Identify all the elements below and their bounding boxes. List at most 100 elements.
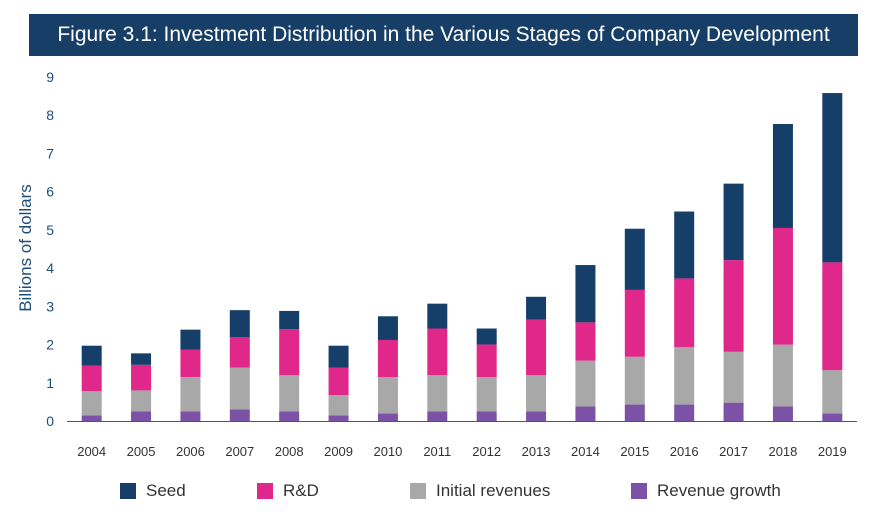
bar-segment-initial-revenues-2013 — [526, 375, 547, 412]
bar-segment-r-d-2006 — [180, 349, 201, 378]
bar-segment-r-d-2009 — [328, 367, 349, 396]
bar-segment-initial-revenues-2018 — [772, 344, 793, 407]
legend-swatch — [257, 483, 273, 499]
bar-segment-initial-revenues-2009 — [328, 395, 349, 416]
bar-segment-r-d-2010 — [377, 339, 398, 378]
y-tick-label: 6 — [46, 184, 54, 200]
x-tick-label: 2004 — [77, 444, 106, 459]
bar-segment-r-d-2012 — [476, 344, 497, 378]
x-tick-label: 2012 — [472, 444, 501, 459]
bar-segment-initial-revenues-2016 — [674, 347, 695, 405]
bar-segment-revenue-growth-2004 — [81, 415, 102, 421]
legend-label: Initial revenues — [436, 481, 551, 500]
y-tick-label: 1 — [46, 375, 54, 391]
x-tick-label: 2007 — [225, 444, 254, 459]
bar-segment-initial-revenues-2011 — [427, 375, 448, 412]
legend-swatch — [410, 483, 426, 499]
bar-segment-r-d-2019 — [822, 262, 843, 371]
y-tick-label: 4 — [46, 260, 54, 276]
bar-segment-revenue-growth-2015 — [624, 404, 645, 421]
bar-segment-revenue-growth-2011 — [427, 411, 448, 421]
bar-segment-r-d-2007 — [229, 337, 250, 368]
x-tick-label: 2014 — [571, 444, 600, 459]
bar-segment-r-d-2008 — [279, 329, 300, 376]
x-tick-label: 2008 — [275, 444, 304, 459]
bar-segment-r-d-2011 — [427, 328, 448, 376]
bar-segment-revenue-growth-2016 — [674, 404, 695, 421]
bar-segment-revenue-growth-2008 — [279, 411, 300, 421]
y-tick-label: 9 — [46, 69, 54, 85]
bar-segment-seed-2004 — [81, 345, 102, 366]
bar-segment-revenue-growth-2019 — [822, 413, 843, 421]
bar-segment-r-d-2004 — [81, 365, 102, 392]
bar-segment-r-d-2005 — [131, 364, 152, 391]
bar-segment-seed-2011 — [427, 303, 448, 329]
bar-segment-seed-2013 — [526, 296, 547, 320]
bar-segment-initial-revenues-2004 — [81, 391, 102, 416]
bar-segment-revenue-growth-2018 — [772, 406, 793, 421]
bar-segment-initial-revenues-2019 — [822, 370, 843, 414]
bar-segment-seed-2018 — [772, 124, 793, 228]
bar-segment-seed-2009 — [328, 345, 349, 368]
bar-segment-seed-2007 — [229, 310, 250, 338]
legend-swatch — [120, 483, 136, 499]
x-tick-label: 2016 — [670, 444, 699, 459]
legend-item-r-d: R&D — [257, 478, 319, 504]
x-tick-label: 2011 — [423, 444, 451, 459]
x-tick-label: 2017 — [719, 444, 748, 459]
bar-segment-seed-2015 — [624, 228, 645, 290]
bar-segment-seed-2008 — [279, 310, 300, 330]
x-axis: 2004 2005 2006 2007 2008 2009 2010 2011 2012 2013… — [77, 444, 847, 459]
bar-segment-initial-revenues-2006 — [180, 377, 201, 412]
legend-label: Revenue growth — [657, 481, 781, 500]
x-tick-label: 2013 — [522, 444, 551, 459]
x-tick-label: 2009 — [324, 444, 353, 459]
x-tick-label: 2018 — [768, 444, 797, 459]
bar-segment-revenue-growth-2007 — [229, 409, 250, 421]
bar-segment-revenue-growth-2014 — [575, 406, 596, 421]
bar-segment-revenue-growth-2005 — [131, 411, 152, 421]
legend-label: R&D — [283, 481, 319, 500]
y-tick-label: 3 — [46, 298, 54, 314]
y-tick-label: 7 — [46, 145, 54, 161]
bars — [81, 93, 843, 421]
bar-segment-revenue-growth-2012 — [476, 411, 497, 421]
bar-segment-revenue-growth-2010 — [377, 413, 398, 421]
y-tick-label: 5 — [46, 222, 54, 238]
bar-segment-seed-2012 — [476, 328, 497, 345]
x-tick-label: 2006 — [176, 444, 205, 459]
bar-segment-seed-2006 — [180, 329, 201, 350]
bar-segment-initial-revenues-2008 — [279, 375, 300, 412]
bar-segment-r-d-2018 — [772, 227, 793, 345]
bar-segment-initial-revenues-2014 — [575, 360, 596, 407]
x-tick-label: 2010 — [373, 444, 402, 459]
legend-item-initial-revenues: Initial revenues — [410, 478, 550, 504]
bar-segment-initial-revenues-2012 — [476, 377, 497, 412]
bar-segment-initial-revenues-2007 — [229, 367, 250, 410]
x-tick-label: 2005 — [127, 444, 156, 459]
bar-segment-r-d-2016 — [674, 278, 695, 348]
bar-segment-revenue-growth-2006 — [180, 411, 201, 421]
x-tick-label: 2019 — [818, 444, 847, 459]
bar-segment-initial-revenues-2005 — [131, 390, 152, 412]
bar-segment-seed-2010 — [377, 316, 398, 340]
bar-segment-initial-revenues-2017 — [723, 351, 744, 403]
x-tick-label: 2015 — [620, 444, 649, 459]
bar-segment-seed-2017 — [723, 183, 744, 261]
bar-segment-seed-2016 — [674, 211, 695, 279]
bar-segment-revenue-growth-2009 — [328, 415, 349, 421]
bar-segment-r-d-2015 — [624, 289, 645, 357]
bar-segment-r-d-2013 — [526, 319, 547, 376]
legend-item-revenue-growth: Revenue growth — [631, 478, 781, 504]
y-axis-title: Billions of dollars — [16, 184, 35, 312]
y-tick-label: 2 — [46, 337, 54, 353]
legend-swatch — [631, 483, 647, 499]
legend: Seed R&D Initial revenues Revenue growth — [0, 478, 879, 504]
bar-segment-revenue-growth-2017 — [723, 402, 744, 421]
y-tick-label: 8 — [46, 107, 54, 123]
bar-segment-seed-2005 — [131, 353, 152, 365]
bar-segment-revenue-growth-2013 — [526, 411, 547, 421]
bar-segment-r-d-2017 — [723, 260, 744, 352]
bar-segment-initial-revenues-2015 — [624, 356, 645, 405]
